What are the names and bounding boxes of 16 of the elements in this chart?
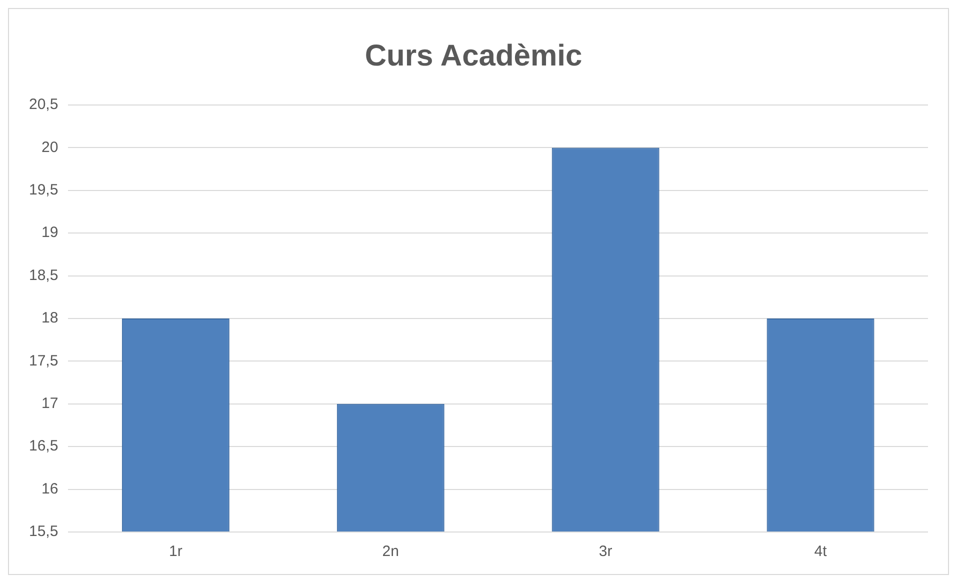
x-tick-label: 4t — [814, 543, 828, 560]
chart-title: Curs Acadèmic — [364, 39, 582, 72]
y-tick-label: 20,5 — [28, 96, 58, 114]
y-tick-label: 17 — [42, 395, 58, 412]
y-tick-label: 19 — [42, 224, 58, 242]
y-tick-label: 17,5 — [28, 352, 58, 370]
x-tick-label: 1r — [169, 543, 182, 560]
x-tick-label: 2n — [382, 543, 399, 560]
y-tick-label: 20 — [42, 138, 58, 156]
y-tick-label: 19,5 — [28, 182, 58, 199]
y-tick-label: 18,5 — [28, 266, 58, 284]
y-tick-label: 18 — [42, 310, 58, 327]
y-tick-label: 16,5 — [28, 438, 58, 455]
x-tick-label: 3r — [598, 543, 612, 560]
y-tick-label: 16 — [42, 480, 58, 498]
y-tick-label: 15,5 — [28, 523, 58, 540]
